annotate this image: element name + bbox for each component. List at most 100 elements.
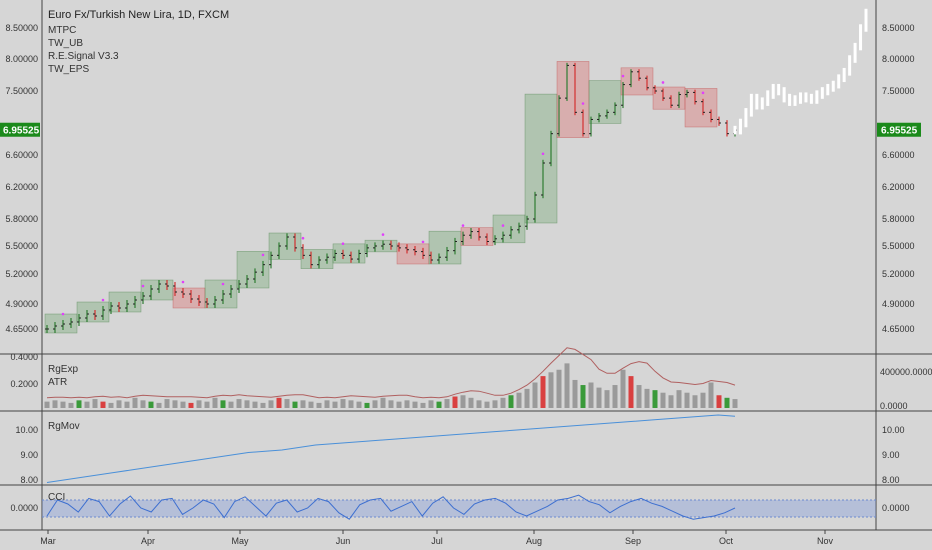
rgexp-bar (268, 400, 274, 408)
rgexp-bar (436, 401, 442, 408)
signal-dot (621, 74, 625, 78)
cci-plot (42, 494, 876, 520)
rgexp-bar (60, 401, 66, 408)
rgexp-bar (116, 400, 122, 408)
regime-box (428, 230, 462, 265)
rgexp-bar (564, 363, 570, 408)
rgmov-right-tick: 8.00 (882, 475, 900, 485)
price-tick-right: 8.00000 (882, 54, 915, 64)
price-plot (44, 8, 868, 334)
price-tick-right: 6.20000 (882, 182, 915, 192)
rgexp-bar (292, 401, 298, 408)
rgexp-bar (588, 382, 594, 408)
month-label: Sep (625, 536, 641, 546)
rgexp-bar (732, 399, 738, 408)
rgexp-bar (212, 397, 218, 408)
signal-dot (661, 81, 665, 84)
rgexp-bar (204, 401, 210, 408)
indicator-label: R.E.Signal V3.3 (48, 51, 119, 62)
price-tick-left: 4.65000 (5, 324, 38, 334)
indicator-label: MTPC (48, 25, 76, 36)
projection-bar (815, 90, 819, 104)
rgexp-bar (52, 400, 58, 408)
price-tick-right: 5.80000 (882, 214, 915, 224)
projection-bar (804, 92, 808, 103)
rgexp-bar (484, 401, 490, 408)
rgexp-bar (276, 397, 282, 408)
projection-bar (826, 83, 830, 96)
regime-box (396, 243, 430, 265)
month-label: Apr (141, 536, 155, 546)
rgexp-bar (420, 402, 426, 408)
rgexp-bar (380, 397, 386, 408)
rgexp-tick: 0.4000 (10, 352, 38, 362)
atr-legend: ATR (48, 377, 67, 388)
rgexp-bar (84, 401, 90, 408)
price-tick-right: 7.50000 (882, 86, 915, 96)
rgexp-bar (492, 400, 498, 408)
rgexp-bar (180, 401, 186, 408)
rgexp-bar (300, 400, 306, 408)
signal-dot (301, 236, 305, 240)
cci-band (42, 500, 876, 517)
rgexp-bar (580, 385, 586, 408)
rgmov-legend: RgMov (48, 421, 80, 432)
rgexp-bar (76, 400, 82, 408)
rgexp-bar (412, 401, 418, 408)
price-tick-right: 5.20000 (882, 269, 915, 279)
rgexp-bar (460, 395, 466, 408)
rgexp-bar (612, 385, 618, 408)
rgexp-tick: 0.2000 (10, 379, 38, 389)
price-tick-left: 6.60000 (5, 150, 38, 160)
projection-bar (733, 125, 737, 135)
month-label: Mar (40, 536, 56, 546)
rgexp-bar (660, 392, 666, 408)
rgmov-line (46, 414, 736, 483)
rgexp-bar (100, 401, 106, 408)
rgmov-plot (46, 414, 736, 483)
month-label: May (231, 536, 249, 546)
projection-bar (859, 24, 863, 51)
rgexp-bar (356, 401, 362, 408)
rgexp-bar (196, 400, 202, 408)
regime-box (492, 214, 526, 244)
rgexp-right-tick: 0.0000 (880, 401, 908, 411)
rgmov-tick: 10.00 (15, 425, 38, 435)
projection-bar (842, 67, 846, 83)
rgexp-bar (332, 401, 338, 408)
signal-dot (701, 91, 705, 95)
rgexp-bar (68, 402, 74, 408)
rgexp-plot (44, 347, 738, 408)
regime-box (140, 279, 174, 301)
last-price-badge-right (877, 122, 921, 137)
rgexp-bar (244, 400, 250, 408)
rgmov-right-tick: 10.00 (882, 425, 905, 435)
price-tick-left: 6.20000 (5, 182, 38, 192)
price-tick-left: 5.20000 (5, 269, 38, 279)
rgexp-right-tick: 400000.0000 (880, 367, 932, 377)
cci-tick: 0.0000 (10, 503, 38, 513)
regime-box (108, 291, 142, 313)
rgexp-bar (476, 400, 482, 408)
rgexp-bar (716, 395, 722, 408)
rgexp-bar (108, 402, 114, 408)
projection-bar (799, 92, 802, 104)
rgexp-bar (692, 395, 698, 408)
price-tick-left: 8.00000 (5, 54, 38, 64)
projection-bar (755, 93, 759, 110)
regime-box (172, 287, 206, 309)
rgexp-bar (388, 400, 394, 408)
rgmov-tick: 9.00 (20, 450, 38, 460)
rgexp-bar (220, 400, 226, 408)
rgexp-bar (260, 402, 266, 408)
rgexp-bar (132, 397, 138, 408)
rgexp-bar (308, 401, 314, 408)
rgexp-legend: RgExp (48, 364, 78, 375)
rgexp-bar (644, 388, 650, 408)
rgexp-bar (236, 399, 242, 408)
signal-dot (581, 102, 585, 105)
signal-dot (341, 242, 345, 246)
projection-bar (809, 93, 813, 104)
chart-title: Euro Fx/Turkish New Lira, 1D, FXCM (48, 9, 229, 21)
